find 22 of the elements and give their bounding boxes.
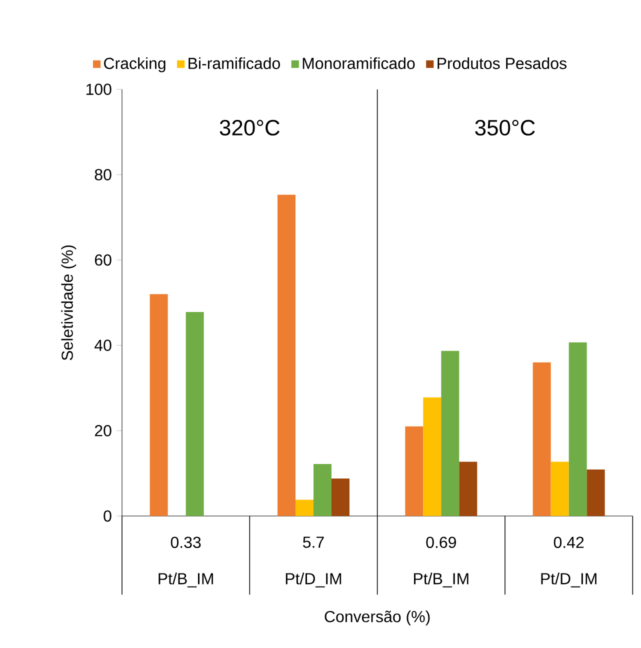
legend-label: Bi-ramificado (188, 57, 280, 70)
y-tick-label: 0 (104, 510, 112, 522)
y-tick-label: 20 (94, 425, 112, 436)
y-tick-label: 60 (94, 254, 112, 266)
y-tick-label: 100 (86, 84, 112, 95)
y-tick-label: 40 (94, 340, 112, 351)
x-tick-label: 0.42 (554, 536, 584, 548)
y-axis-title: Seletividade (%) (61, 245, 76, 360)
y-tick-label: 80 (94, 169, 112, 180)
legend-label: Cracking (104, 57, 166, 72)
text: Pt/D_IM (541, 572, 596, 588)
x-axis-title: Conversão (%) (324, 610, 430, 626)
text: Pt/D_IM (286, 572, 341, 588)
x-tick-label: 0.33 (170, 536, 201, 548)
text: Pt/B_IM (414, 572, 468, 588)
annotation: 350°C (474, 120, 535, 136)
x-tick-label: 5.7 (302, 536, 324, 548)
annotation: 320°C (220, 120, 280, 136)
x-tick-label: 0.69 (426, 536, 456, 548)
text: Pt/B_IM (158, 572, 213, 588)
legend-label: Monoramificado (302, 57, 415, 70)
legend-label: Produtos Pesados (437, 57, 566, 70)
